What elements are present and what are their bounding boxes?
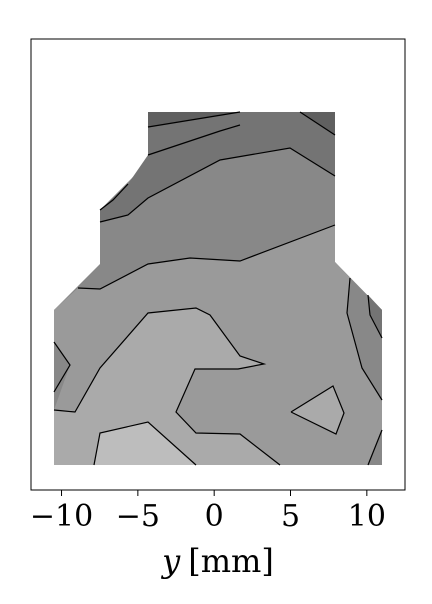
contour-level-5: [368, 295, 382, 338]
x-tick-label: 5: [281, 499, 300, 534]
contour-level-6: [148, 112, 335, 135]
contour-level-4: [54, 342, 70, 392]
contour-line: [367, 429, 383, 466]
contour-level-5: [100, 112, 335, 222]
x-tick-label: 0: [205, 499, 224, 534]
contour-region: [54, 112, 382, 465]
contour-line: [99, 147, 336, 223]
plot-frame: [30, 38, 406, 491]
x-tick-label: 10: [348, 499, 386, 534]
x-axis-label-unit: [mm]: [188, 542, 274, 580]
contour-line: [299, 111, 336, 136]
contour-line: [147, 111, 241, 128]
contour-line: [77, 224, 336, 290]
x-tick-label: −10: [30, 499, 93, 534]
contour-line: [346, 277, 383, 401]
x-axis-ticks: −10 −5 0 5 10: [30, 490, 386, 534]
contour-level-2: [54, 308, 280, 465]
contour-line: [53, 307, 281, 466]
contour-line: [367, 294, 383, 339]
x-axis-label: y [mm]: [160, 542, 274, 580]
contour-line: [53, 341, 71, 393]
contour-level-1: [94, 422, 196, 465]
contour-line: [290, 385, 345, 435]
contour-line: [99, 183, 129, 211]
contour-line: [147, 124, 241, 156]
x-axis-label-var: y: [160, 542, 181, 580]
x-tick-label: −5: [116, 499, 160, 534]
contour-level-2: [291, 386, 344, 434]
contour-lines: [53, 111, 383, 466]
contour-line: [93, 421, 197, 466]
